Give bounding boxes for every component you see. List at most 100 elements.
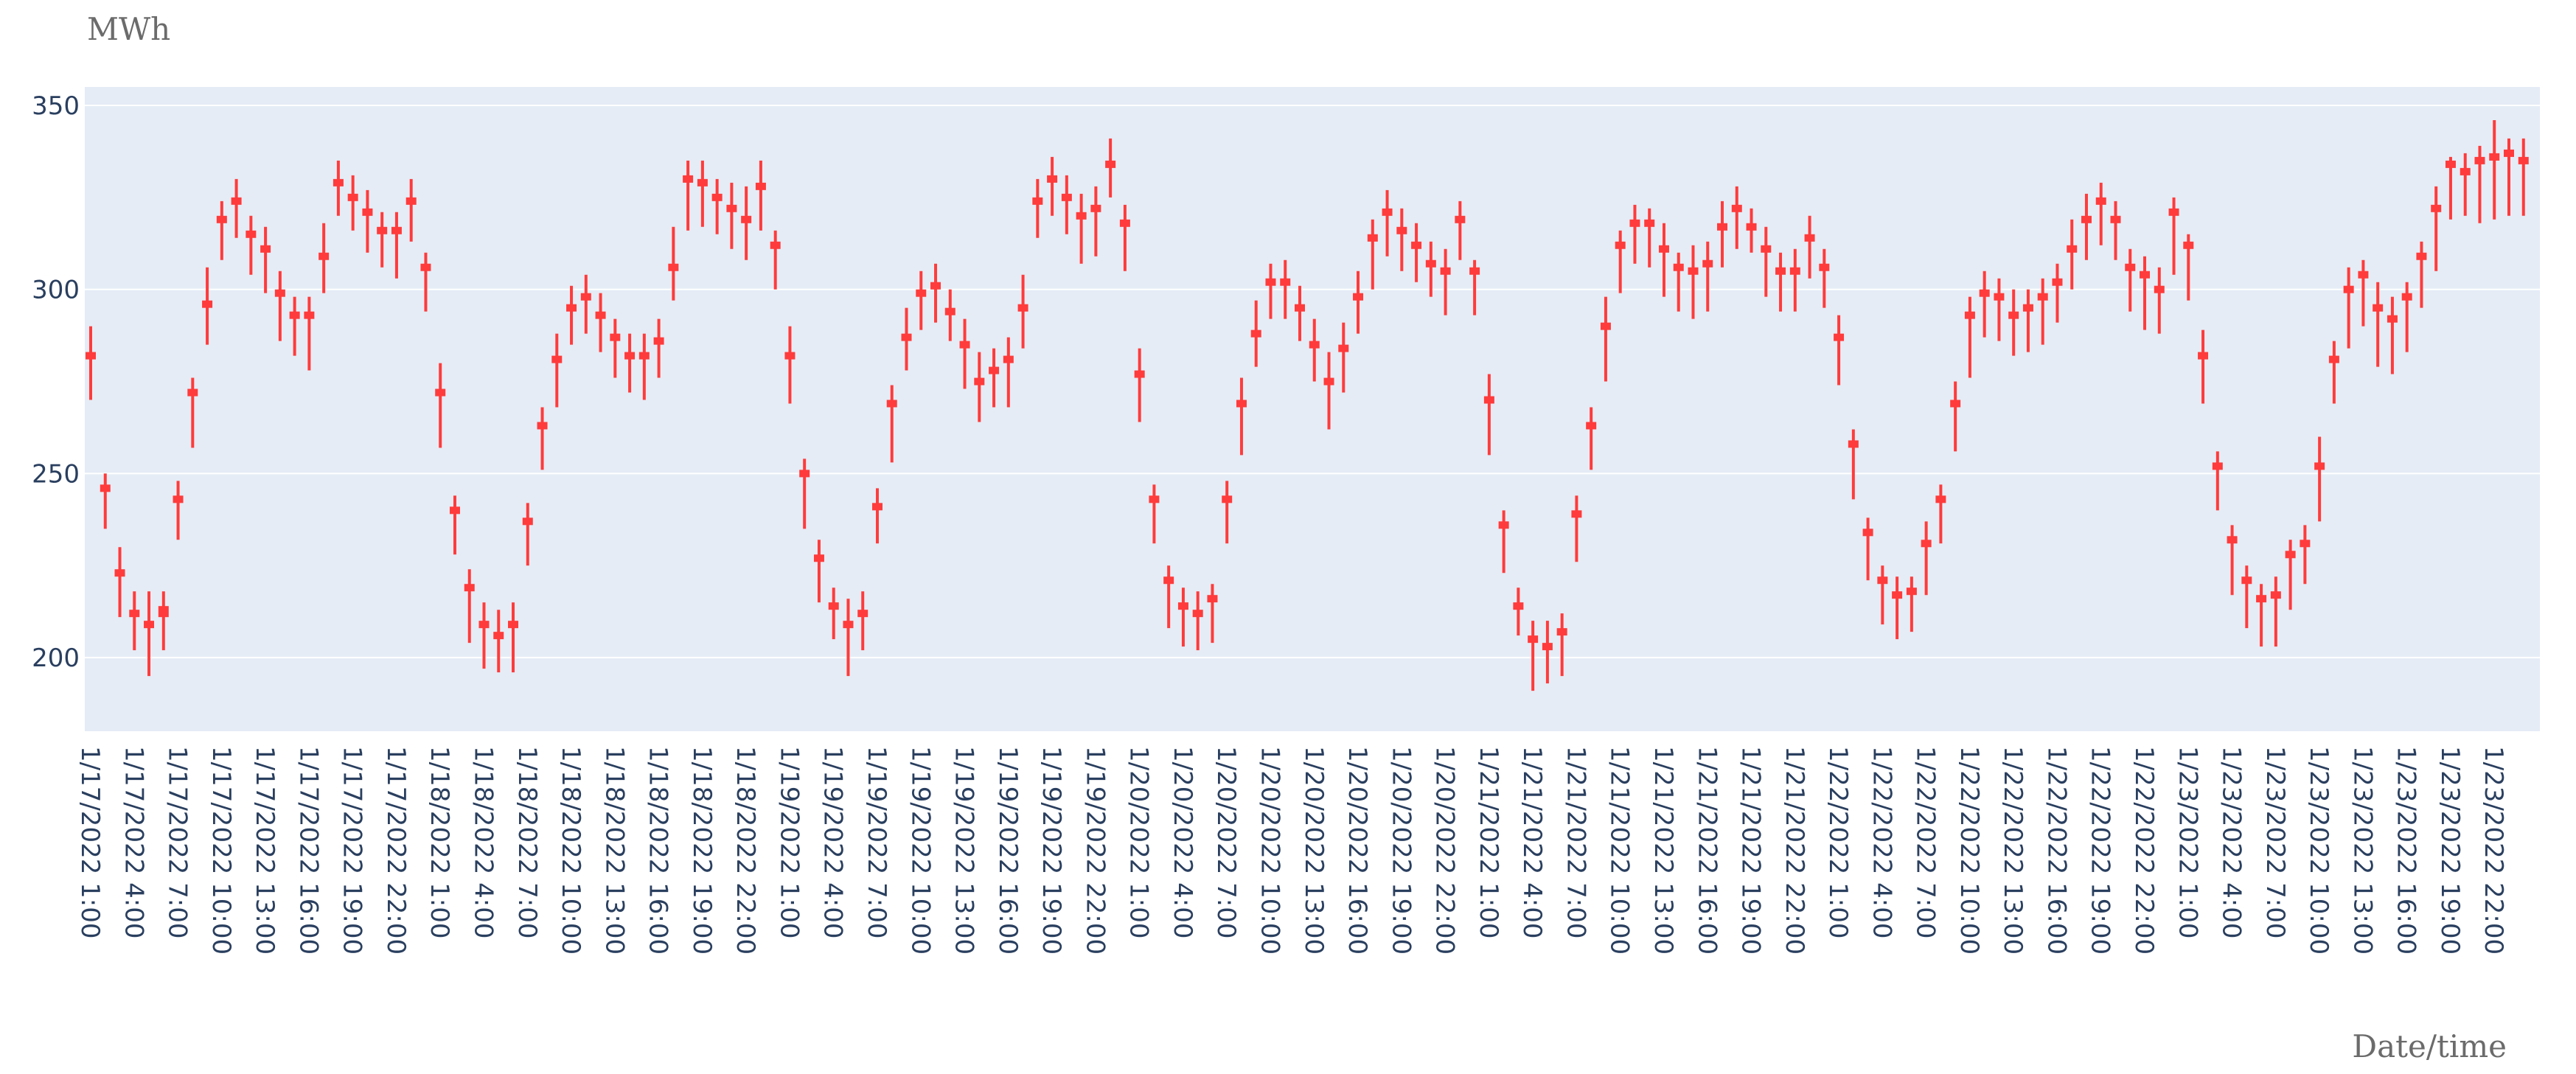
x-tick-label: 1/17/2022 10:00 bbox=[206, 746, 236, 955]
candle-body bbox=[260, 245, 271, 253]
candle-body bbox=[449, 506, 460, 515]
x-tick-label: 1/20/2022 22:00 bbox=[1430, 746, 1460, 955]
candle-body bbox=[1528, 635, 1539, 644]
x-tick-label: 1/20/2022 7:00 bbox=[1211, 746, 1241, 939]
candle-body bbox=[901, 333, 912, 341]
candle-body bbox=[1935, 495, 1946, 503]
candle-body bbox=[100, 484, 111, 492]
candle-body bbox=[1717, 223, 1728, 231]
x-tick-label: 1/18/2022 16:00 bbox=[644, 746, 673, 955]
candle-body bbox=[2183, 241, 2194, 249]
x-tick-label: 1/20/2022 4:00 bbox=[1168, 746, 1197, 939]
candle-body bbox=[1338, 344, 1349, 352]
candle-body bbox=[114, 569, 125, 577]
candle-body bbox=[916, 289, 927, 297]
x-tick-label: 1/18/2022 22:00 bbox=[731, 746, 760, 955]
x-tick-label: 1/18/2022 19:00 bbox=[687, 746, 717, 955]
candle-body bbox=[1425, 259, 1436, 268]
x-tick-label: 1/17/2022 4:00 bbox=[119, 746, 148, 939]
candle-body bbox=[2241, 576, 2252, 585]
candle-body bbox=[246, 230, 257, 238]
candle-body bbox=[1848, 440, 1859, 448]
candle-body bbox=[1731, 204, 1742, 212]
candle-body bbox=[871, 503, 883, 511]
candle-body bbox=[86, 352, 96, 360]
candle-body bbox=[930, 282, 941, 290]
candle-body bbox=[1017, 304, 1028, 312]
x-tick-label: 1/22/2022 1:00 bbox=[1823, 746, 1853, 939]
candle-body bbox=[813, 554, 824, 562]
candle-body bbox=[2373, 304, 2384, 312]
x-tick-label: 1/23/2022 22:00 bbox=[2479, 746, 2508, 955]
candle-body bbox=[2052, 278, 2063, 286]
candle-body bbox=[377, 226, 388, 234]
x-tick-label: 1/23/2022 19:00 bbox=[2435, 746, 2465, 955]
candle-body bbox=[711, 193, 723, 201]
x-tick-label: 1/17/2022 16:00 bbox=[293, 746, 323, 955]
candle-body bbox=[129, 610, 140, 618]
candle-body bbox=[493, 632, 504, 640]
candle-body bbox=[508, 621, 519, 629]
candle-body bbox=[2416, 252, 2427, 260]
candle-body bbox=[1105, 160, 1116, 168]
x-tick-label: 1/18/2022 1:00 bbox=[425, 746, 454, 939]
candle-body bbox=[638, 352, 650, 360]
candle-body bbox=[1542, 643, 1553, 651]
x-tick-label: 1/22/2022 10:00 bbox=[1954, 746, 1984, 955]
candle-body bbox=[1513, 602, 1524, 610]
candle-body bbox=[2256, 595, 2267, 603]
candle-body bbox=[1702, 259, 1713, 268]
x-tick-label: 1/21/2022 1:00 bbox=[1474, 746, 1503, 939]
candle-body bbox=[158, 606, 169, 618]
x-tick-label: 1/21/2022 13:00 bbox=[1649, 746, 1678, 955]
candle-body bbox=[362, 208, 373, 216]
candle-body bbox=[2358, 271, 2369, 279]
candle-body bbox=[2300, 540, 2311, 548]
candle-body bbox=[1309, 341, 1320, 349]
candle-body bbox=[1367, 234, 1378, 242]
candle-body bbox=[1295, 304, 1305, 312]
candle-body bbox=[1892, 591, 1903, 599]
candle-body bbox=[1149, 495, 1160, 503]
candle-body bbox=[1994, 293, 2005, 301]
candle-body bbox=[1804, 234, 1815, 242]
candle-body bbox=[1586, 422, 1597, 430]
plot-background bbox=[85, 87, 2540, 731]
x-tick-label: 1/21/2022 22:00 bbox=[1780, 746, 1809, 955]
candle-body bbox=[1950, 400, 1961, 408]
candle-body bbox=[1906, 587, 1917, 596]
candle-body bbox=[2095, 197, 2106, 205]
x-tick-label: 1/20/2022 19:00 bbox=[1386, 746, 1416, 955]
candle-body bbox=[1076, 212, 1087, 220]
candle-body bbox=[1163, 576, 1174, 585]
candle-body bbox=[1556, 628, 1567, 636]
x-tick-label: 1/22/2022 16:00 bbox=[2041, 746, 2071, 955]
candle-body bbox=[1047, 175, 1058, 183]
candle-body bbox=[2328, 355, 2339, 363]
candle-body bbox=[1119, 219, 1130, 227]
candles bbox=[86, 119, 2529, 691]
candle-body bbox=[2067, 245, 2078, 253]
candle-body bbox=[624, 352, 636, 360]
x-tick-label: 1/23/2022 7:00 bbox=[2260, 746, 2290, 939]
x-axis-title: Date/time bbox=[2352, 1028, 2507, 1064]
candle-body bbox=[1615, 241, 1626, 249]
candle-body bbox=[537, 422, 548, 430]
candle-body bbox=[1862, 529, 1873, 537]
x-tick-label: 1/18/2022 13:00 bbox=[599, 746, 629, 955]
candle-body bbox=[1192, 610, 1203, 618]
candle-body bbox=[420, 263, 431, 271]
x-tick-label: 1/17/2022 19:00 bbox=[338, 746, 367, 955]
candle-body bbox=[2518, 156, 2529, 164]
candle-body bbox=[522, 517, 533, 526]
candle-body bbox=[1789, 267, 1800, 275]
candle-body bbox=[1746, 223, 1757, 231]
x-tick-label: 1/22/2022 22:00 bbox=[2129, 746, 2159, 955]
x-tick-label: 1/21/2022 10:00 bbox=[1605, 746, 1635, 955]
x-tick-label: 1/18/2022 10:00 bbox=[556, 746, 585, 955]
x-tick-label: 1/18/2022 7:00 bbox=[512, 746, 542, 939]
x-axis-ticks: 1/17/2022 1:00 1/17/2022 4:00 1/17/2022 7:… bbox=[75, 746, 2508, 955]
y-tick-label: 300 bbox=[32, 276, 80, 305]
candle-body bbox=[610, 333, 621, 341]
candle-body bbox=[2198, 352, 2209, 360]
